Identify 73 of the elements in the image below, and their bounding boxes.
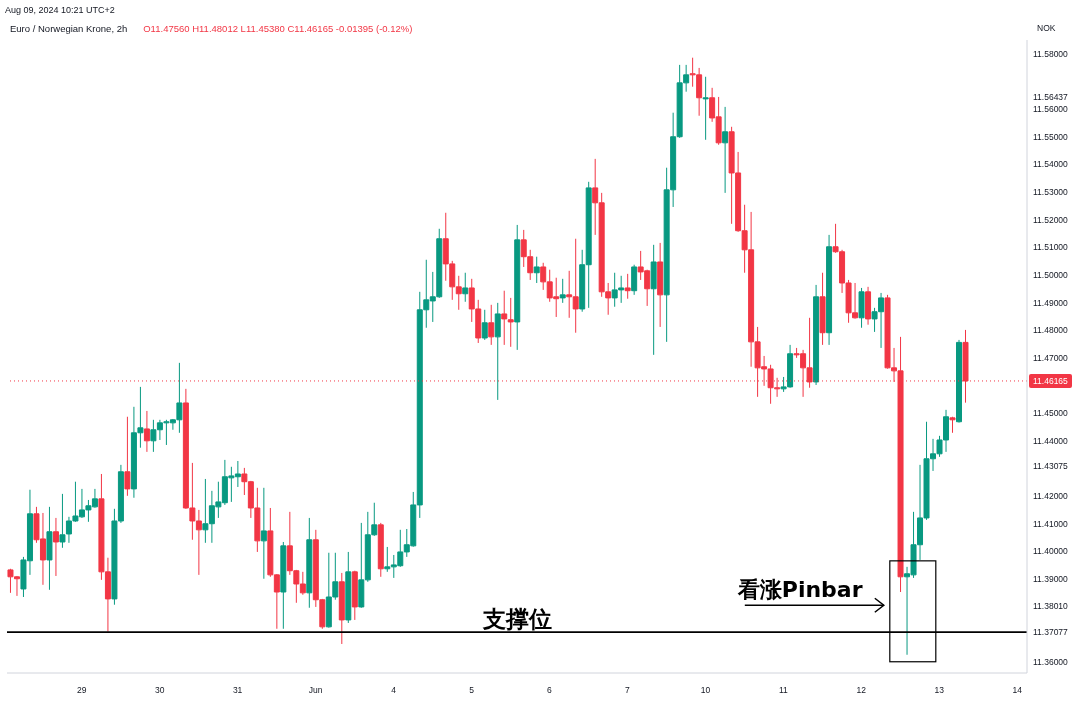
candlestick [514,224,521,351]
candlestick [46,506,53,591]
candlestick [624,273,631,300]
x-tick-label: 4 [391,685,397,695]
candlestick [631,264,638,296]
candlestick [351,570,358,621]
x-tick-label: 30 [154,685,165,695]
y-tick-label: 11.38010 [1033,601,1069,612]
y-tick-label: 11.52000 [1033,214,1069,225]
candlestick [52,517,59,577]
candlestick [865,286,872,326]
candlestick [722,106,729,194]
candlestick [306,517,313,609]
candlestick [949,416,956,434]
candlestick [559,278,566,304]
y-tick-label: 11.56000 [1033,104,1069,115]
y-tick-label: 11.41000 [1033,518,1069,529]
y-tick-label: 11.37077 [1033,627,1069,638]
x-tick-label: 12 [856,685,867,695]
candlestick [345,551,352,624]
candlestick [462,272,469,303]
annotation: 支撑位 [481,606,552,633]
x-tick-label: 13 [934,685,945,695]
candlestick [143,410,150,453]
y-tick-label: 11.42000 [1033,491,1069,502]
candlestick [260,487,267,580]
y-tick-label: 11.58000 [1033,48,1069,59]
candlestick [488,304,495,346]
y-tick-label: 11.44000 [1033,435,1069,446]
chart-subtitle: O11.47560 H11.48012 L11.45380 C11.46165 -0.01395 (-0.12%) [143,23,413,34]
y-tick-label: 11.47000 [1033,352,1069,363]
y-tick-label: 11.36000 [1033,656,1069,667]
candlestick [702,76,709,141]
text: Aug 09, 2024 10:21 UTC+2 [5,5,115,15]
x-tick-label: 14 [1012,685,1023,695]
candlestick [338,572,345,645]
candlestick [819,272,826,346]
y-tick-label: 11.53000 [1033,187,1069,198]
annotation: 看涨Pinbar [736,577,863,603]
chart-title: Euro / Norwegian Krone, 2h [10,23,128,34]
candlestick [280,541,287,630]
candlestick [377,522,384,578]
candlestick [481,309,488,341]
y-tick-label: 11.43075 [1033,461,1069,472]
y-tick-label: 11.48000 [1033,325,1069,336]
y-axis-title: NOK [1037,23,1056,33]
x-tick-label: 7 [625,685,631,695]
x-tick-label: 5 [469,685,475,695]
candlestick [956,339,963,424]
y-tick-label: 11.55000 [1033,131,1069,142]
x-tick-label: 6 [547,685,553,695]
candlestick [813,284,820,386]
candlestick [826,234,833,346]
x-tick-label: 10 [700,685,711,695]
y-tick-label: 11.51000 [1033,242,1069,253]
candlestick [124,416,131,497]
candlestick [494,302,501,401]
candlestick [657,242,664,328]
y-tick-label: 11.39000 [1033,573,1069,584]
y-tick-label: 11.50000 [1033,269,1069,280]
x-tick-label: Jun [308,685,323,695]
ref-line-label: 11.46165 [1033,375,1069,386]
x-tick-label: 11 [778,685,789,695]
candlestick [533,256,540,284]
y-tick-label: 11.49000 [1033,297,1069,308]
candlestick [858,287,865,329]
x-tick-label: 29 [76,685,87,695]
y-tick-label: 11.40000 [1033,546,1069,557]
candlestick [650,244,657,356]
y-tick-label: 11.45000 [1033,408,1069,419]
y-tick-label: 11.56437 [1033,92,1069,102]
x-tick-label: 31 [232,685,243,695]
y-tick-label: 11.54000 [1033,159,1069,170]
